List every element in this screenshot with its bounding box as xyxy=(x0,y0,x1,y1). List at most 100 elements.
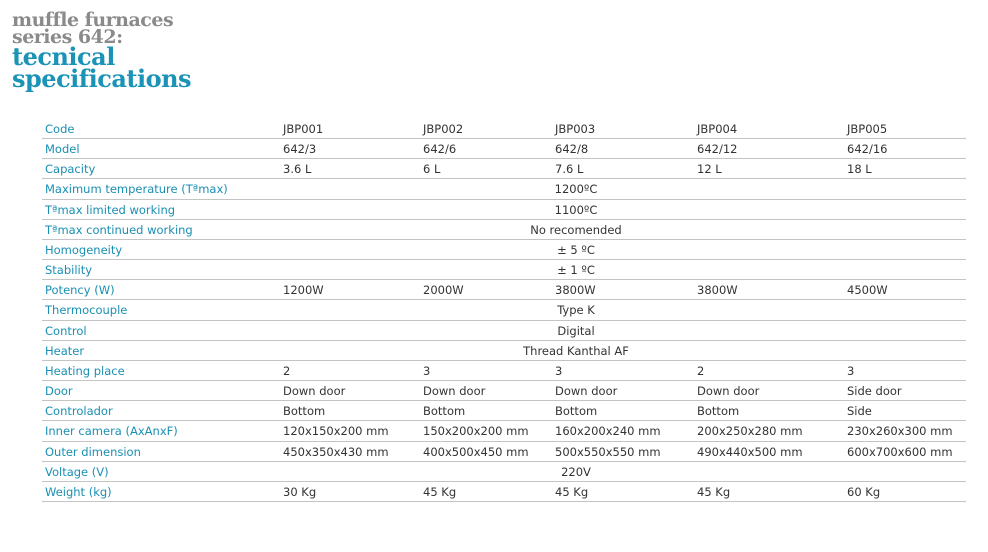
row-label: Homogeneity xyxy=(45,242,123,257)
row-label: Control xyxy=(45,323,87,338)
row-label: Weight (kg) xyxy=(45,484,112,499)
row-label: Heater xyxy=(45,343,85,358)
table-row: Voltage (V) 220V xyxy=(42,462,966,482)
table-cell: 120x150x200 mm xyxy=(283,424,389,439)
table-cell: 2 xyxy=(697,363,705,378)
table-cell-spanning: 1100ºC xyxy=(554,202,598,217)
table-cell: 3 xyxy=(847,363,855,378)
table-row: Capacity 3.6 L 6 L 7.6 L 12 L 18 L xyxy=(42,159,966,180)
title-line: muffle furnaces xyxy=(12,9,174,31)
table-cell: 642/6 xyxy=(423,142,457,157)
table-cell: 60 Kg xyxy=(847,484,881,499)
table-cell: 642/3 xyxy=(283,142,317,157)
table-cell: 45 Kg xyxy=(697,484,731,499)
table-cell: 2000W xyxy=(423,283,464,298)
row-label: Outer dimension xyxy=(45,444,141,459)
table-row: Tªmax continued working No recomended xyxy=(42,220,966,240)
table-cell-spanning: 220V xyxy=(561,464,591,479)
table-row: Weight (kg) 30 Kg 45 Kg 45 Kg 45 Kg 60 Kg xyxy=(42,482,966,502)
table-cell: 490x440x500 mm xyxy=(697,444,803,459)
table-row: Controlador Bottom Bottom Bottom Bottom Side xyxy=(42,401,966,422)
table-cell: Down door xyxy=(555,384,618,399)
table-cell: 3800W xyxy=(697,283,738,298)
table-row: Control Digital xyxy=(42,321,966,341)
table-cell-spanning: Digital xyxy=(557,323,595,338)
table-row: Thermocouple Type K xyxy=(42,300,966,321)
table-cell-spanning: 1200ºC xyxy=(554,182,598,197)
row-label: Capacity xyxy=(45,162,96,177)
title-line: tecnical xyxy=(12,42,115,71)
table-cell-spanning: Type K xyxy=(557,303,595,318)
row-label: Thermocouple xyxy=(45,303,128,318)
title-line: series 642: xyxy=(12,26,123,48)
table-cell: 3 xyxy=(423,363,431,378)
table-cell: 6 L xyxy=(423,162,441,177)
table-row: Heater Thread Kanthal AF xyxy=(42,341,966,361)
row-label: Controlador xyxy=(45,404,113,419)
table-cell: Side xyxy=(847,404,872,419)
table-row: Model 642/3 642/6 642/8 642/12 642/16 xyxy=(42,139,966,160)
table-cell: JBP002 xyxy=(423,122,464,136)
table-row: Code JBP001 JBP002 JBP003 JBP004 JBP005 xyxy=(42,119,966,140)
table-cell: 30 Kg xyxy=(283,484,317,499)
row-label: Inner camera (AxAnxF) xyxy=(45,424,178,439)
table-cell: 4500W xyxy=(847,283,888,298)
table-cell: Bottom xyxy=(423,404,466,419)
row-label: Heating place xyxy=(45,363,125,378)
table-cell: Down door xyxy=(423,384,486,399)
table-cell: Down door xyxy=(697,384,760,399)
row-label: Tªmax limited working xyxy=(45,202,176,217)
page-title: muffle furnaces series 642: tecnical spe… xyxy=(12,9,192,93)
table-cell: JBP005 xyxy=(847,122,888,136)
row-label: Model xyxy=(45,142,80,157)
table-row: Outer dimension 450x350x430 mm 400x500x450… xyxy=(42,442,966,462)
table-cell: Bottom xyxy=(697,404,740,419)
row-label: Maximum temperature (Tªmax) xyxy=(45,182,228,197)
row-label: Potency (W) xyxy=(45,283,115,298)
table-row: Door Down door Down door Down door Down door… xyxy=(42,381,966,402)
table-cell: 18 L xyxy=(847,162,872,177)
table-cell: JBP004 xyxy=(697,122,738,136)
table-cell: 45 Kg xyxy=(555,484,589,499)
table-cell: 450x350x430 mm xyxy=(283,444,389,459)
table-cell: 642/8 xyxy=(555,142,589,157)
table-cell: Bottom xyxy=(283,404,326,419)
table-cell: 230x260x300 mm xyxy=(847,424,953,439)
table-cell-spanning: ± 5 ºC xyxy=(557,242,595,257)
table-row: Inner camera (AxAnxF) 120x150x200 mm 150x2… xyxy=(42,421,966,442)
table-cell: Bottom xyxy=(555,404,598,419)
title-line: specifications xyxy=(12,64,192,93)
table-cell-spanning: ± 1 ºC xyxy=(557,263,595,278)
table-cell: 3800W xyxy=(555,283,596,298)
table-cell: 160x200x240 mm xyxy=(555,424,661,439)
table-cell: 45 Kg xyxy=(423,484,457,499)
table-cell-spanning: Thread Kanthal AF xyxy=(523,343,629,358)
table-cell: Down door xyxy=(283,384,346,399)
table-cell: JBP001 xyxy=(283,122,324,136)
row-label: Tªmax continued working xyxy=(45,222,193,237)
table-cell-spanning: No recomended xyxy=(530,222,622,237)
table-row: Stability ± 1 ºC xyxy=(42,260,966,281)
row-label: Door xyxy=(45,384,73,399)
table-cell: 642/12 xyxy=(697,142,738,157)
table-cell: 3 xyxy=(555,363,563,378)
row-label: Voltage (V) xyxy=(45,464,109,479)
table-cell: Side door xyxy=(847,384,902,399)
table-row: Heating place 2 3 3 2 3 xyxy=(42,361,966,382)
table-cell: 7.6 L xyxy=(555,162,584,177)
table-cell: 200x250x280 mm xyxy=(697,424,803,439)
specifications-table: Code JBP001 JBP002 JBP003 JBP004 JBP005 Model 6… xyxy=(42,119,966,502)
table-cell: JBP003 xyxy=(555,122,596,136)
table-cell: 400x500x450 mm xyxy=(423,444,529,459)
table-row: Maximum temperature (Tªmax) 1200ºC xyxy=(42,179,966,200)
table-row: Tªmax limited working 1100ºC xyxy=(42,200,966,220)
table-cell: 500x550x550 mm xyxy=(555,444,661,459)
table-cell: 1200W xyxy=(283,283,324,298)
row-label: Code xyxy=(45,122,75,136)
row-label: Stability xyxy=(45,263,93,278)
table-cell: 12 L xyxy=(697,162,722,177)
table-cell: 3.6 L xyxy=(283,162,312,177)
table-cell: 150x200x200 mm xyxy=(423,424,529,439)
table-row: Homogeneity ± 5 ºC xyxy=(42,240,966,261)
table-cell: 600x700x600 mm xyxy=(847,444,953,459)
